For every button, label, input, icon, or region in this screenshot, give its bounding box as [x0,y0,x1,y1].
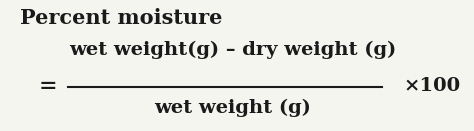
Text: =: = [38,75,57,97]
Text: wet weight (g): wet weight (g) [154,99,311,117]
Text: Percent moisture: Percent moisture [20,8,222,28]
Text: wet weight(g) – dry weight (g): wet weight(g) – dry weight (g) [69,41,396,59]
Text: ×100: ×100 [403,77,460,95]
